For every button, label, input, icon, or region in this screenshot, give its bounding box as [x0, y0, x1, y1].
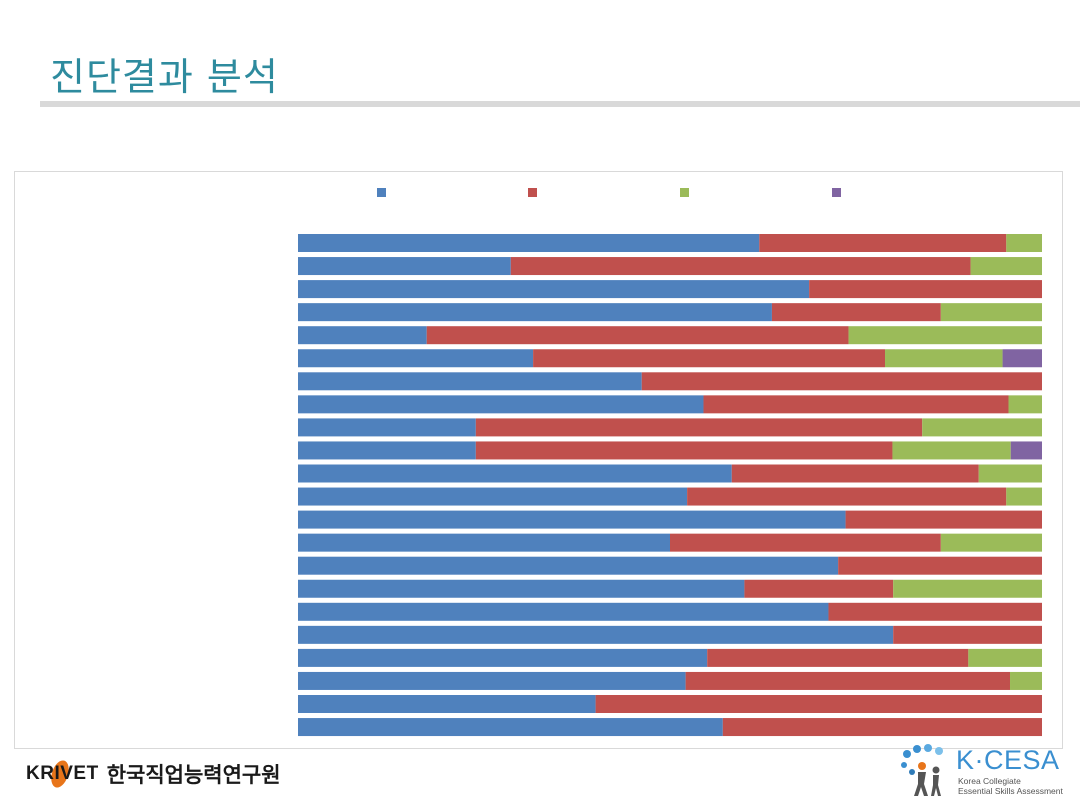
bar-row12-series2 [687, 487, 1007, 506]
legend-marker-2 [528, 188, 537, 197]
bar-row18-series1 [298, 625, 894, 644]
bar-row5-series3 [848, 326, 1042, 345]
bar-row19-series3 [968, 648, 1042, 667]
bar-row13-series2 [845, 510, 1042, 529]
bar-row18-series2 [893, 625, 1042, 644]
bar-row2-series1 [298, 257, 511, 276]
bar-row10-series1 [298, 441, 476, 460]
bar-row1-series3 [1006, 234, 1042, 252]
kcesa-tagline: Korea Collegiate Essential Skills Assess… [958, 776, 1063, 796]
bar-row13-series1 [298, 510, 846, 529]
bar-row5-series2 [426, 326, 849, 345]
bar-row22-series2 [722, 718, 1042, 737]
bar-row6-series2 [533, 349, 886, 368]
bar-row7-series1 [298, 372, 642, 391]
bar-row16-series3 [893, 579, 1042, 598]
bar-row14-series1 [298, 533, 670, 552]
bar-row19-series2 [707, 648, 969, 667]
kcesa-logo: K·CESA Korea Collegiate Essential Skills… [898, 744, 1068, 800]
bar-row9-series3 [922, 418, 1042, 437]
legend-marker-3 [680, 188, 689, 197]
bar-row3-series2 [809, 280, 1042, 299]
bar-row19-series1 [298, 648, 708, 667]
bar-row4-series1 [298, 303, 772, 322]
legend-marker-1 [377, 188, 386, 197]
bar-row9-series1 [298, 418, 476, 437]
bar-row14-series3 [940, 533, 1042, 552]
title-divider [40, 101, 1080, 107]
bar-row20-series2 [685, 671, 1010, 690]
bar-row11-series3 [978, 464, 1042, 483]
bar-row11-series1 [298, 464, 732, 483]
bar-row21-series2 [595, 695, 1042, 713]
kcesa-wordmark: K·CESA [956, 745, 1060, 775]
bar-row6-series3 [885, 349, 1003, 368]
bar-row9-series2 [475, 418, 923, 437]
bar-row5-series1 [298, 326, 427, 345]
bar-row16-series1 [298, 579, 745, 598]
bar-row4-series3 [940, 303, 1042, 322]
bar-row8-series2 [703, 395, 1009, 414]
bar-row20-series3 [1010, 671, 1042, 690]
stacked-bar-chart [298, 188, 1042, 737]
krivet-wordmark: KRIVET [26, 758, 99, 790]
chart-frame [14, 171, 1063, 749]
bar-row1-series1 [298, 234, 760, 252]
slide-title: 진단결과 분석 [50, 55, 279, 99]
bar-row14-series2 [670, 533, 941, 552]
bar-row21-series1 [298, 695, 596, 713]
bar-row7-series2 [641, 372, 1042, 391]
bar-row10-series2 [475, 441, 893, 460]
bar-row12-series3 [1006, 487, 1042, 506]
bar-row4-series2 [771, 303, 941, 322]
bar-row10-series4 [1010, 441, 1042, 460]
legend-marker-4 [832, 188, 841, 197]
bar-row20-series1 [298, 671, 686, 690]
kcesa-people-icon [901, 744, 943, 796]
bar-row11-series2 [731, 464, 979, 483]
krivet-logo: KRIVET 한국직업능력연구원 [26, 758, 281, 790]
bar-row6-series4 [1002, 349, 1042, 368]
bar-row12-series1 [298, 487, 688, 506]
bar-row22-series1 [298, 718, 723, 737]
bar-row10-series3 [892, 441, 1011, 460]
krivet-org-name: 한국직업능력연구원 [106, 762, 281, 787]
bar-row2-series2 [510, 257, 971, 276]
bar-row3-series1 [298, 280, 810, 299]
bar-row6-series1 [298, 349, 534, 368]
bar-row2-series3 [970, 257, 1042, 276]
bar-row17-series2 [828, 602, 1042, 621]
bar-row8-series3 [1008, 395, 1042, 414]
bar-row17-series1 [298, 602, 829, 621]
bar-row16-series2 [744, 579, 894, 598]
bar-row15-series2 [838, 556, 1042, 575]
bar-row15-series1 [298, 556, 839, 575]
bar-row1-series2 [759, 234, 1007, 252]
bar-row8-series1 [298, 395, 704, 414]
